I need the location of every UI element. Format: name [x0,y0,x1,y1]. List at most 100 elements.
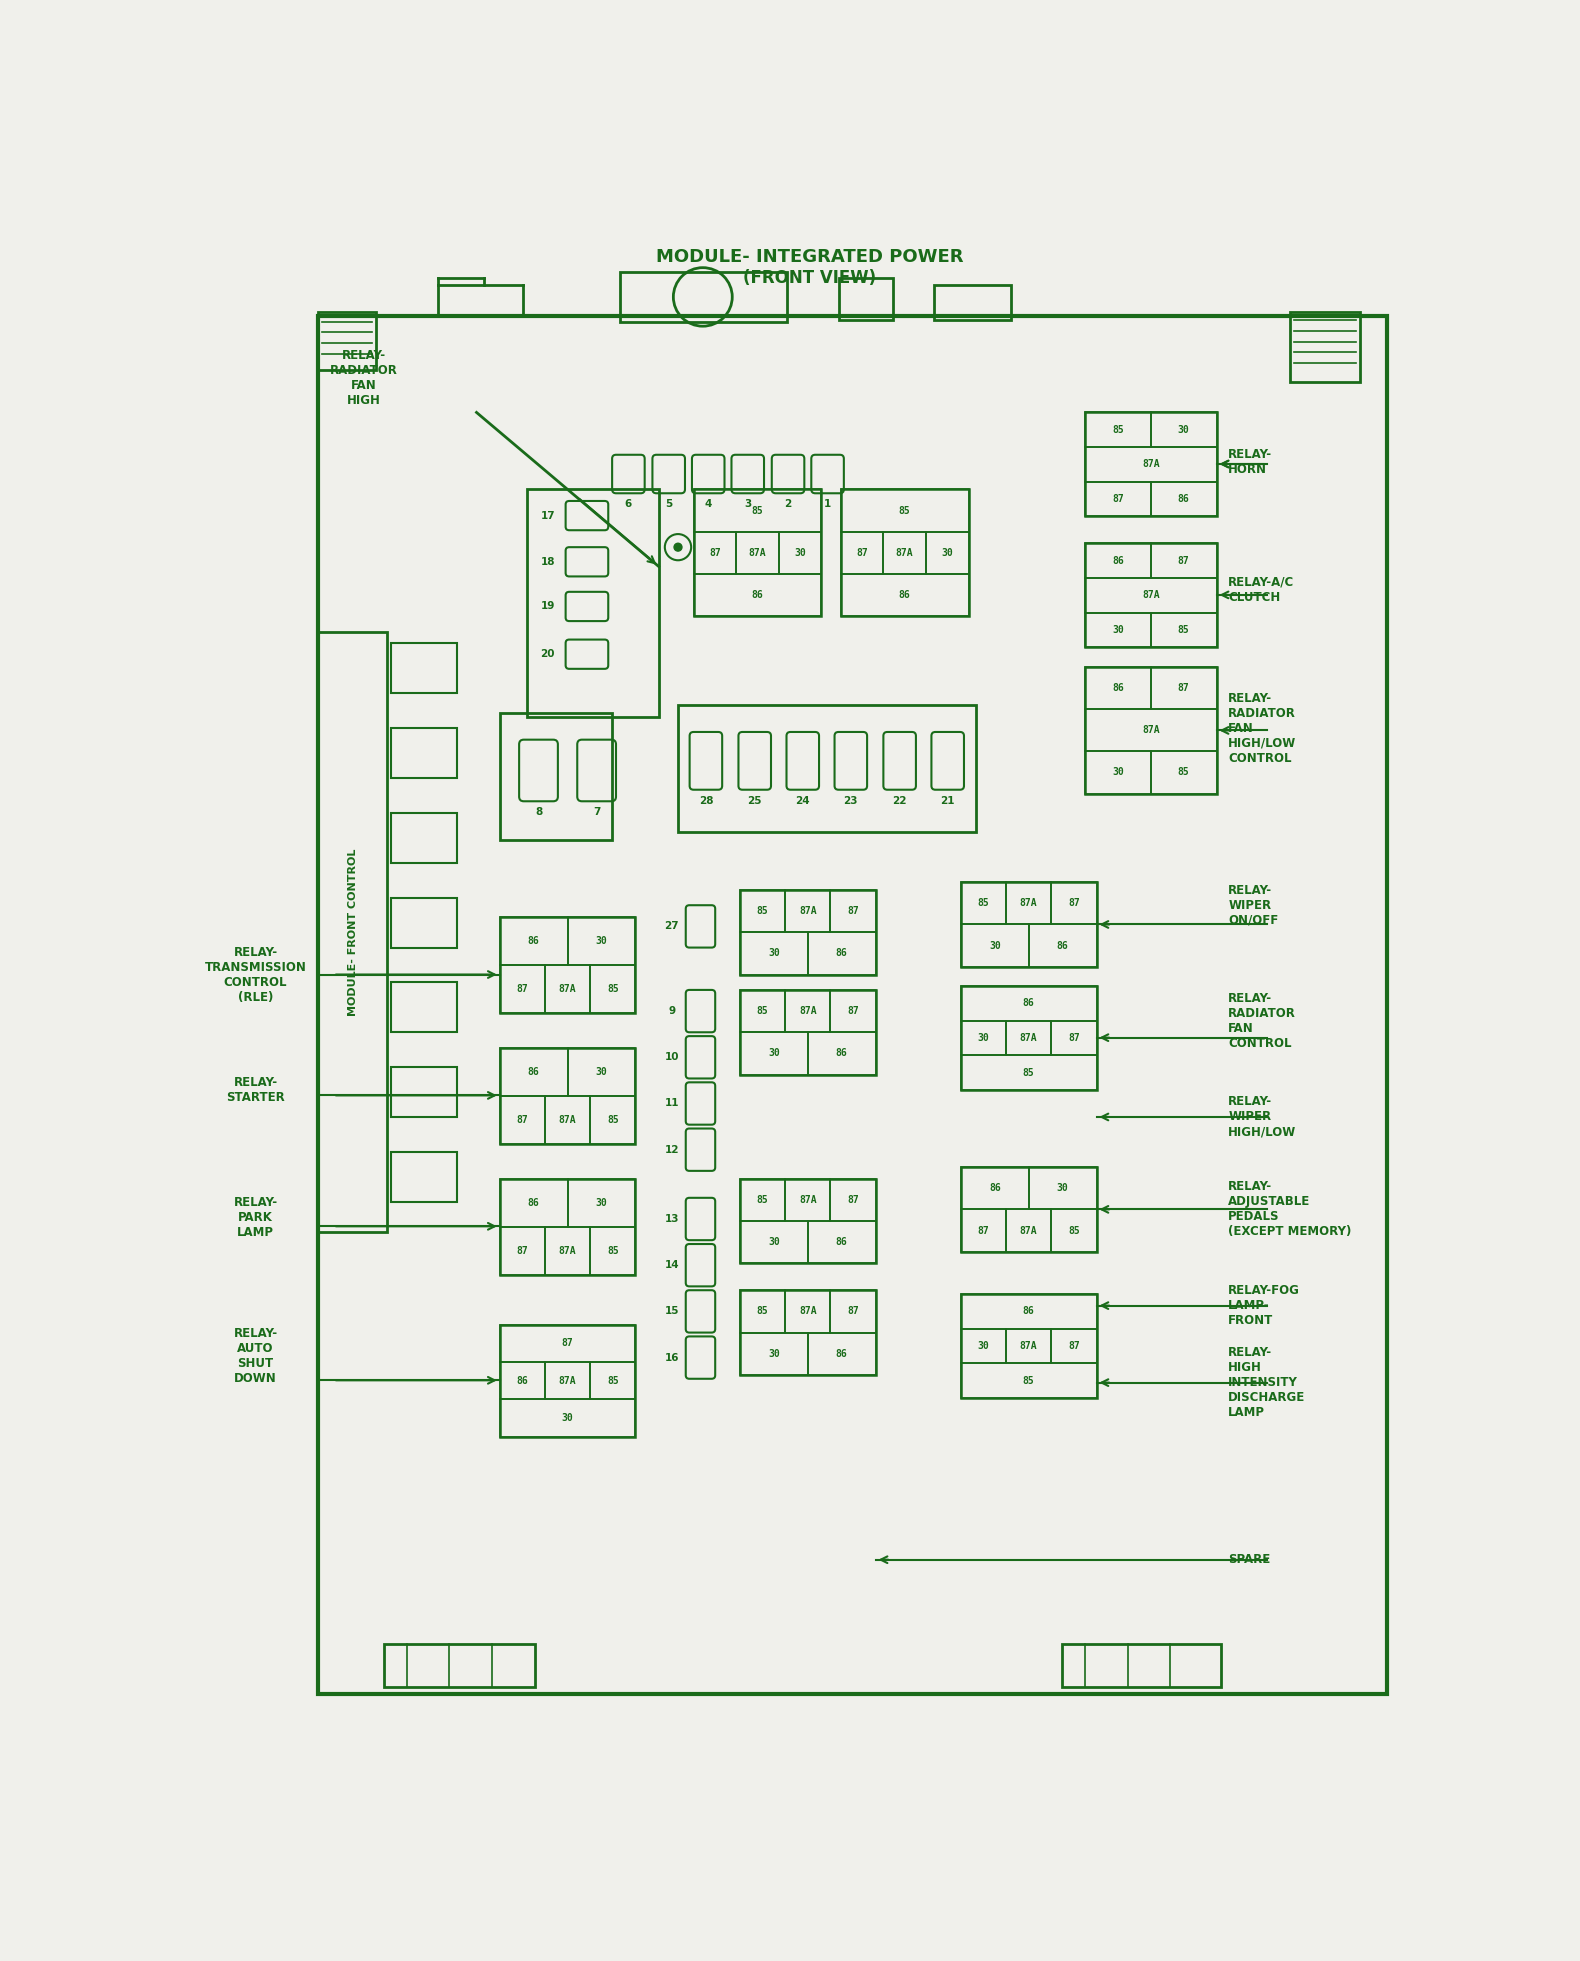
Text: 87A: 87A [896,547,913,559]
Bar [392,643,457,694]
Text: 87A: 87A [559,1116,577,1126]
Text: 86: 86 [528,935,539,945]
Bar [619,273,787,322]
Text: 87: 87 [847,906,860,916]
Bar [694,575,822,616]
Bar [1085,751,1150,794]
Text: 87: 87 [517,1116,528,1126]
Bar [1029,924,1097,967]
Bar [678,706,976,831]
Text: RELAY-
HIGH
INTENSITY
DISCHARGE
LAMP: RELAY- HIGH INTENSITY DISCHARGE LAMP [1228,1345,1305,1420]
Text: 87: 87 [517,984,528,994]
Text: 87: 87 [847,1306,860,1316]
Bar [1085,482,1150,516]
Text: 21: 21 [940,796,954,806]
Bar [739,1031,807,1075]
Text: 87A: 87A [1019,1033,1038,1043]
Text: 86: 86 [989,1182,1000,1192]
Bar [739,1179,875,1263]
Text: 19: 19 [540,602,555,612]
Text: 11: 11 [665,1098,679,1108]
Text: MODULE- INTEGRATED POWER: MODULE- INTEGRATED POWER [656,247,964,267]
Text: 10: 10 [665,1053,679,1063]
Bar [961,1363,1097,1398]
Bar [1006,1022,1051,1055]
Text: 30: 30 [978,1341,989,1351]
Text: MODULE- FRONT CONTROL: MODULE- FRONT CONTROL [348,849,357,1016]
Text: 30: 30 [596,935,607,945]
Text: SPARE: SPARE [1228,1553,1270,1567]
Bar [961,1330,1006,1363]
Text: 23: 23 [844,796,858,806]
Bar [499,918,567,965]
Bar [499,1400,635,1437]
Bar [1085,667,1150,708]
Bar [841,575,969,616]
Bar [1006,1210,1051,1251]
Text: 4: 4 [705,498,713,510]
Bar [1051,1330,1097,1363]
Bar [961,1167,1097,1251]
Text: 86: 86 [752,590,763,600]
Text: 85: 85 [607,1377,619,1386]
Text: 87: 87 [978,1226,989,1235]
Text: 30: 30 [942,547,953,559]
Bar [392,1067,457,1118]
Bar [961,986,1097,1022]
Text: RELAY-A/C
CLUTCH: RELAY-A/C CLUTCH [1228,575,1294,604]
Text: 30: 30 [1112,767,1123,777]
Bar [526,490,659,716]
Text: 87: 87 [856,547,867,559]
Text: 87: 87 [1112,494,1123,504]
Bar [739,990,875,1075]
Text: 3: 3 [744,498,752,510]
Text: 87: 87 [517,1245,528,1255]
Text: 86: 86 [1057,941,1068,951]
Text: 87A: 87A [1142,590,1160,600]
Bar [384,1645,534,1686]
Bar [545,965,591,1014]
Text: RELAY-
RADIATOR
FAN
HIGH/LOW
CONTROL: RELAY- RADIATOR FAN HIGH/LOW CONTROL [1228,692,1297,765]
Bar [961,924,1029,967]
Bar [739,1333,807,1375]
Text: 87A: 87A [799,906,817,916]
Bar [591,1228,635,1275]
Text: 86: 86 [836,1049,847,1059]
Bar [785,1290,831,1333]
Text: 87A: 87A [1142,459,1160,469]
Bar [739,931,807,975]
Text: 30: 30 [768,1237,781,1247]
Text: 86: 86 [836,1237,847,1247]
Bar [499,1179,635,1275]
Text: 85: 85 [1177,767,1190,777]
Bar [807,931,875,975]
Bar [1150,751,1217,794]
Bar [392,982,457,1031]
Text: RELAY-
RADIATOR
FAN
CONTROL: RELAY- RADIATOR FAN CONTROL [1228,992,1296,1049]
Circle shape [675,543,683,551]
Text: 20: 20 [540,649,555,659]
Text: 87A: 87A [1019,1226,1038,1235]
Bar [839,278,893,320]
Bar [545,1096,591,1143]
Bar [1150,412,1217,447]
Bar [807,1031,875,1075]
Bar [961,1294,1097,1398]
Bar [499,712,611,839]
Bar [1291,312,1360,382]
Bar [841,531,883,575]
Bar [961,882,1006,924]
Text: 87A: 87A [1019,1341,1038,1351]
Bar [318,316,1387,1694]
Text: 30: 30 [989,941,1000,951]
Text: 85: 85 [607,1116,619,1126]
Text: 1: 1 [823,498,831,510]
Bar [1150,667,1217,708]
Bar [694,490,822,531]
Bar [545,1363,591,1400]
Text: RELAY-FOG
LAMP-
FRONT: RELAY-FOG LAMP- FRONT [1228,1284,1300,1328]
Text: 25: 25 [747,796,762,806]
Bar [1085,708,1217,751]
Text: 85: 85 [757,906,768,916]
Bar [831,890,875,931]
